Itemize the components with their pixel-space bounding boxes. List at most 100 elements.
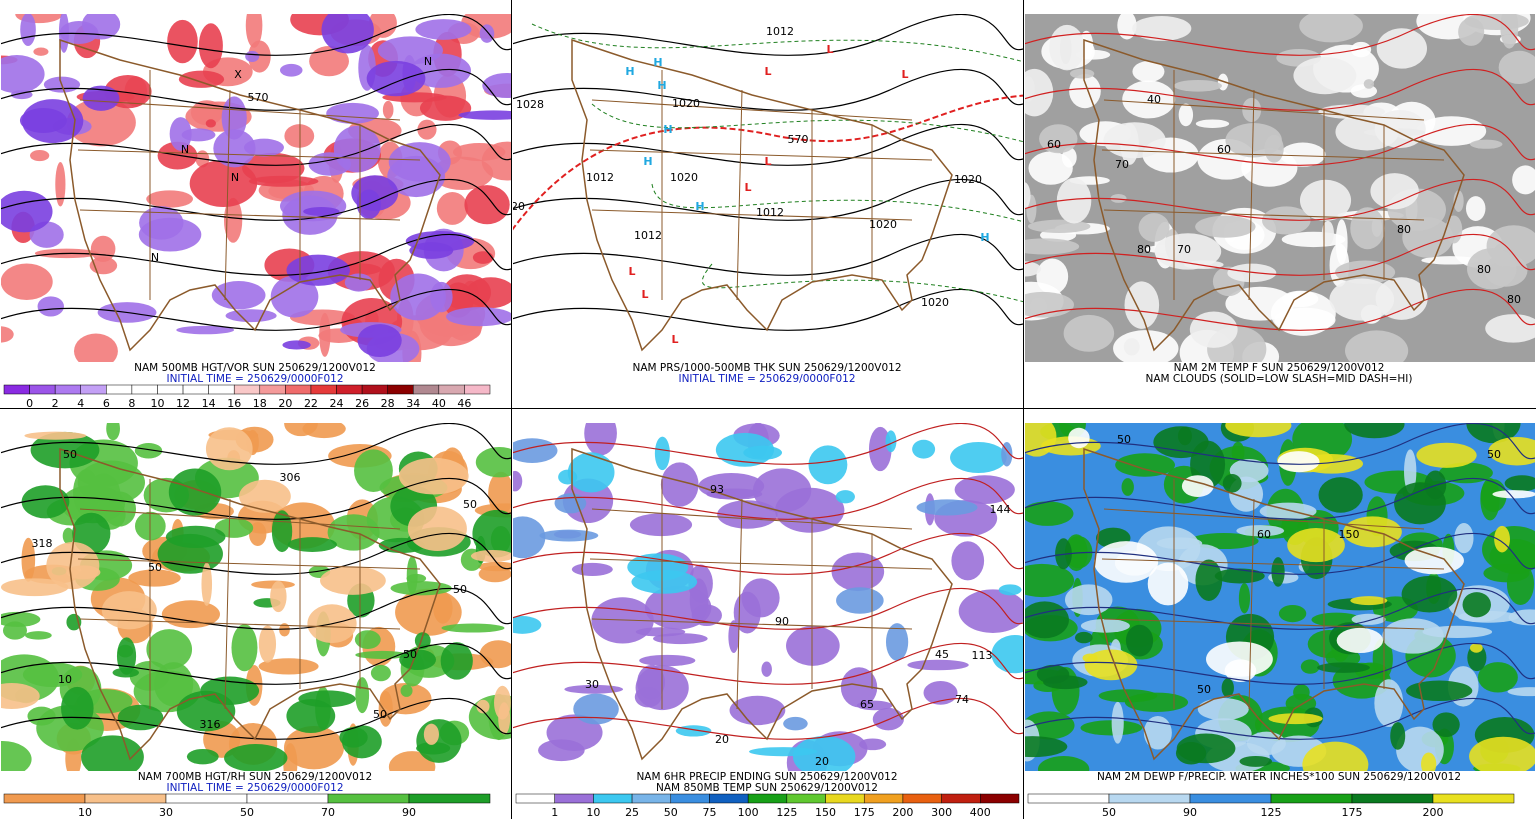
field-blob: [958, 589, 1023, 633]
map-label: N: [151, 251, 159, 264]
map-label: H: [980, 231, 989, 244]
map-label: H: [653, 56, 662, 69]
field-blob: [1351, 613, 1386, 625]
field-blob: [1025, 238, 1080, 255]
map-label: 1020: [921, 296, 949, 309]
state-border: [589, 149, 933, 161]
field-blob: [225, 309, 277, 323]
field-blob: [761, 661, 772, 677]
colorbar-label: 8: [128, 397, 135, 410]
field-blob: [357, 324, 402, 357]
colorbar-label: 90: [1183, 806, 1197, 819]
field-blob: [1025, 68, 1054, 117]
field-blob: [637, 665, 666, 700]
colorbar-swatch: [84, 793, 167, 804]
field-blob: [354, 449, 393, 492]
colorbar-label: 50: [664, 806, 678, 819]
field-blob: [211, 281, 266, 310]
field-blob: [1390, 722, 1406, 750]
field-blob: [1504, 475, 1535, 492]
field-blob: [436, 192, 468, 225]
map-label: L: [641, 288, 648, 301]
field-blob: [1043, 675, 1088, 690]
field-blob: [1025, 601, 1069, 639]
field-blob: [1227, 263, 1277, 283]
state-border: [77, 149, 421, 161]
field-blob: [1069, 68, 1095, 79]
field-blob: [186, 748, 219, 765]
caption: NAM 6HR PRECIP ENDING SUN 250629/1200V01…: [636, 771, 897, 783]
field-blob: [1103, 122, 1166, 159]
field-blob: [1, 611, 41, 627]
colorbar-swatch: [1270, 793, 1353, 804]
field-blob: [1206, 641, 1273, 677]
field-blob: [567, 452, 615, 493]
field-blob: [635, 627, 686, 637]
field-blob: [284, 423, 318, 437]
caption: NAM 850MB TEMP SUN 250629/1200V012: [656, 782, 878, 794]
state-border: [591, 99, 913, 121]
colorbar-label: 50: [240, 806, 254, 819]
colorbar-swatch: [863, 793, 904, 804]
field-blob: [733, 591, 761, 634]
field-blob: [1064, 584, 1113, 616]
field-blob: [1080, 619, 1130, 633]
map-label: 1012: [756, 206, 784, 219]
map-label: N: [231, 171, 239, 184]
field-blob: [1469, 643, 1483, 653]
field-blob: [417, 119, 437, 140]
colorbar-swatch: [361, 384, 388, 395]
colorbar-swatch: [515, 793, 555, 804]
field-blob: [907, 659, 969, 671]
contour-line: [1, 14, 511, 56]
field-blob: [775, 487, 845, 533]
field-blob: [213, 129, 256, 168]
map-label: 50: [463, 498, 477, 511]
colorbar-swatch: [631, 793, 672, 804]
colorbar-swatch: [593, 793, 633, 804]
field-blob: [951, 541, 985, 581]
field-blob: [631, 570, 698, 594]
field-blob: [1268, 713, 1323, 725]
field-blob: [654, 436, 670, 471]
state-border: [1101, 558, 1445, 570]
field-blob: [24, 431, 87, 440]
field-blob: [1477, 662, 1518, 693]
field-blob: [1056, 177, 1092, 224]
field-blob: [116, 637, 137, 675]
field-blob: [270, 581, 287, 613]
contour-line: [1025, 697, 1535, 740]
map-label: 50: [373, 708, 387, 721]
map-label: 60: [1257, 528, 1271, 541]
field-blob: [573, 693, 619, 725]
field-blob: [1132, 61, 1165, 83]
field-blob: [242, 152, 305, 184]
field-blob: [1125, 624, 1154, 657]
contour-line: [513, 697, 1023, 740]
field-blob: [1350, 207, 1385, 250]
field-blob: [1302, 741, 1369, 771]
field-blob: [1080, 720, 1143, 736]
state-border: [591, 209, 913, 221]
field-blob: [1189, 311, 1238, 348]
field-blob: [37, 296, 64, 317]
colorbar-label: 10: [78, 806, 92, 819]
coastline: [1083, 38, 1465, 352]
contour-line: [1, 423, 511, 465]
field-blob: [354, 630, 381, 649]
field-blob: [1068, 427, 1090, 449]
field-blob: [706, 488, 763, 500]
field-blob: [161, 600, 220, 629]
field-blob: [1064, 536, 1093, 569]
field-blob: [1318, 477, 1363, 513]
field-blob: [1001, 441, 1013, 467]
contour-line: [1, 68, 511, 111]
field-blob: [33, 47, 49, 56]
field-blob: [950, 441, 1007, 474]
map-label: L: [826, 43, 833, 56]
caption: INITIAL TIME = 250629/0000F012: [166, 373, 343, 385]
field-blob: [1350, 41, 1372, 58]
field-blob: [379, 682, 432, 715]
field-blob: [991, 635, 1023, 674]
